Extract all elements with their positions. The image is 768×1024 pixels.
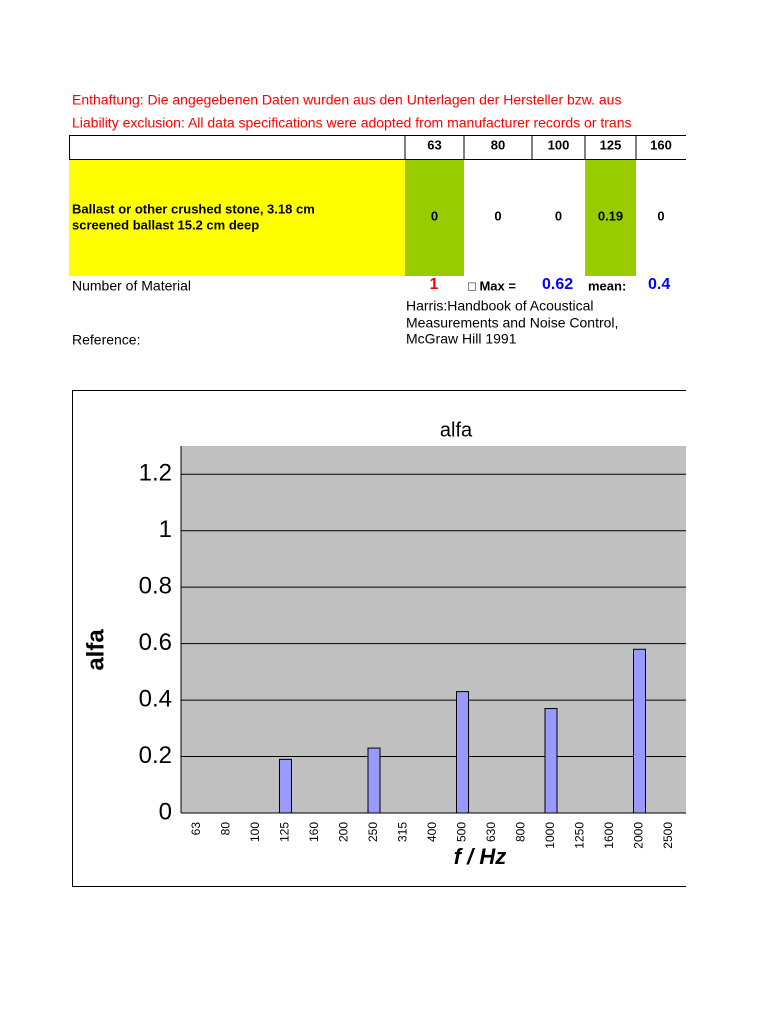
number: 1 (430, 276, 439, 293)
column-header: 125 (600, 137, 622, 152)
mean: 0.4 (648, 276, 670, 293)
column-header: 63 (427, 137, 441, 152)
y-tick-label: 1 (159, 516, 172, 543)
x-tick-label: 100 (248, 822, 262, 842)
bar (633, 648, 646, 814)
x-tick-label: 1250 (573, 822, 587, 849)
y-tick-label: 0.8 (139, 572, 172, 599)
bar (456, 691, 469, 814)
x-tick-label: 2000 (632, 822, 646, 849)
cell-value: 0.19 (598, 208, 623, 223)
x-tick-label: 315 (396, 822, 410, 842)
reference: Harris:Handbook of Acoustical (406, 298, 594, 314)
x-tick-label: 63 (189, 822, 203, 836)
reference: McGraw Hill 1991 (406, 331, 517, 347)
y-tick-label: 1.2 (139, 460, 172, 487)
x-tick-label: 400 (425, 822, 439, 842)
bar (367, 747, 381, 814)
y-tick-label: 0.2 (139, 742, 172, 769)
mean-label: mean: (588, 278, 626, 293)
x-tick-label: 200 (337, 822, 351, 842)
cell-value: 0 (431, 208, 438, 223)
highlight (405, 160, 464, 276)
x-axis-label: f / Hz (454, 844, 507, 869)
column-header: 80 (491, 137, 505, 152)
reference: Measurements and Noise Control, (406, 315, 618, 331)
y-tick-label: 0.6 (139, 629, 172, 656)
column-header: 160 (650, 137, 672, 152)
cell-value: 0 (657, 208, 664, 223)
max-label: □ Max = (468, 278, 516, 293)
y-tick-label: 0.4 (139, 685, 172, 712)
bar (544, 708, 558, 814)
y-tick-label: 0 (159, 798, 172, 825)
label-cell (69, 160, 405, 276)
table-grid (69, 135, 686, 160)
bar (279, 758, 292, 814)
highlight (585, 160, 636, 276)
x-tick-label: 125 (278, 822, 292, 842)
x-tick-label: 2500 (661, 822, 675, 849)
x-tick-label: 630 (484, 822, 498, 842)
x-tick-label: 250 (366, 822, 380, 842)
max: 0.62 (542, 276, 573, 293)
column-header: 100 (548, 137, 570, 152)
cell-value: 0 (494, 208, 501, 223)
disclaimer-en: Liability exclusion: All data specificat… (72, 115, 632, 131)
x-tick-label: 1000 (543, 822, 557, 849)
y-axis-label: alfa (82, 629, 109, 671)
number-label: Number of Material (72, 278, 191, 294)
plot-area (181, 446, 686, 813)
cell-value: 0 (555, 208, 562, 223)
x-tick-label: 1600 (602, 822, 616, 849)
material-name: Ballast or other crushed stone, 3.18 cm (72, 201, 315, 216)
x-tick-label: 80 (219, 822, 233, 836)
x-tick-label: 800 (514, 822, 528, 842)
chart-title: alfa (440, 419, 473, 441)
x-tick-label: 160 (307, 822, 321, 842)
disclaimer-de: Enthaftung: Die angegebenen Daten wurden… (72, 92, 621, 108)
x-tick-label: 500 (455, 822, 469, 842)
reference-label: Reference: (72, 332, 140, 348)
material-name: screened ballast 15.2 cm deep (72, 217, 259, 232)
